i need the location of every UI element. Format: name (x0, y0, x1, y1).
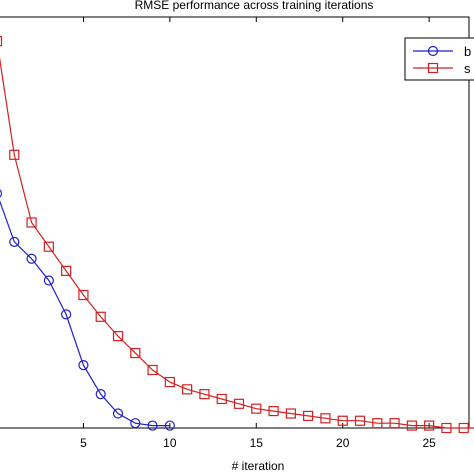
data-point-s (78, 289, 89, 301)
series-b (0, 189, 175, 431)
legend-marker-b (427, 45, 439, 57)
data-point-s (424, 420, 435, 431)
x-axis-label: # iteration (232, 459, 285, 473)
plot-area-frame (0, 16, 470, 429)
data-point-s (389, 418, 400, 429)
data-point-s (285, 408, 296, 419)
data-point-s (43, 241, 54, 252)
series-s (0, 36, 474, 434)
x-tick-label: 15 (250, 436, 264, 450)
data-point-s (268, 405, 279, 417)
x-tick-label: 25 (422, 436, 436, 450)
legend-label-s: s (464, 61, 471, 76)
data-point-s (216, 393, 227, 405)
data-point-s (251, 403, 262, 414)
data-point-s (303, 410, 314, 422)
data-point-s (112, 331, 124, 342)
series-line-b (0, 200, 170, 427)
legend-marker-s (427, 62, 439, 74)
data-point-s (61, 265, 72, 276)
legend-box (404, 37, 474, 81)
data-point-s (164, 376, 175, 388)
data-point-s (233, 398, 245, 409)
data-point-s (441, 422, 452, 434)
data-point-s (147, 364, 158, 376)
data-point-s (199, 389, 210, 400)
data-point-b (95, 389, 106, 400)
x-tick-label: 20 (336, 436, 350, 450)
legend: b s (404, 37, 474, 81)
data-point-s (320, 413, 331, 424)
data-point-s (95, 311, 106, 322)
data-point-b (147, 420, 158, 431)
data-point-s (406, 420, 417, 431)
data-point-b (130, 418, 141, 429)
data-point-b (112, 408, 124, 419)
series-layer (0, 36, 474, 434)
x-tick-label: 10 (163, 436, 177, 450)
chart-title: RMSE performance across training iterati… (135, 0, 374, 12)
data-point-b (0, 189, 3, 198)
data-point-s (458, 422, 469, 434)
data-point-b (164, 420, 175, 431)
data-point-b (26, 253, 37, 264)
x-axis-ticks: 5 10 15 20 25 (80, 17, 436, 450)
data-point-s (26, 217, 37, 228)
data-point-s (9, 149, 20, 160)
data-point-s (182, 384, 193, 395)
data-point-s (337, 415, 348, 426)
data-point-b (78, 360, 89, 371)
series-line-s (0, 56, 474, 429)
legend-label-b: b (464, 44, 471, 59)
data-point-s (130, 347, 141, 359)
x-tick-label: 5 (80, 436, 87, 450)
data-point-b (43, 275, 54, 286)
data-point-s (372, 418, 383, 429)
data-point-b (9, 236, 20, 247)
data-point-b (61, 309, 72, 320)
data-point-s (0, 36, 3, 47)
data-point-s (354, 415, 366, 426)
